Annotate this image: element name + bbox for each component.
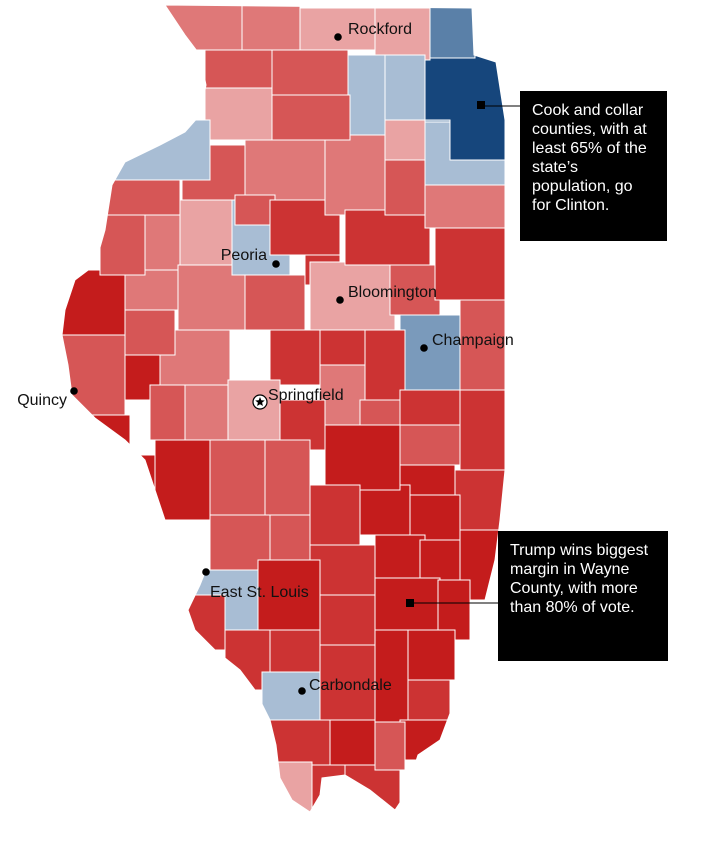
wayne-callout-connector [406,599,498,607]
star-icon [255,397,265,407]
county-40 [347,54,386,136]
city-champaign: Champaign [420,332,514,352]
county-38 [239,5,301,51]
county-5 [154,439,211,521]
city-quincy: Quincy [17,387,78,409]
county-61 [359,484,411,536]
county-67 [269,514,311,561]
county-31 [424,181,505,229]
county-84 [407,679,451,726]
county-91 [374,721,406,771]
dot-icon [298,687,306,695]
cook-callout-connector [477,101,520,109]
dot-icon [334,33,342,41]
county-28 [434,224,505,301]
dot-icon [272,260,280,268]
county-70 [419,539,461,581]
county-26 [384,159,431,216]
county-76 [319,594,376,646]
county-87 [329,719,376,766]
county-35 [429,5,476,59]
county-55 [399,389,461,426]
county-47 [109,119,211,181]
city-east-st-louis: East St. Louis [202,568,309,601]
county-86 [269,719,331,766]
county-41 [384,54,426,121]
county-62 [324,424,401,491]
wayne-county-callout: Trump wins biggest margin in Wayne Count… [498,531,668,661]
city-bloomington: Bloomington [336,284,437,304]
county-48 [269,329,326,386]
dot-icon [420,344,428,352]
city-label: Peoria [221,247,267,264]
city-label: Champaign [432,332,514,349]
city-rockford: Rockford [334,21,412,41]
county-choropleth [62,5,505,812]
county-6 [149,384,191,441]
county-79 [269,629,321,676]
city-label: Quincy [17,392,67,409]
county-4 [99,454,161,521]
county-64 [209,439,266,521]
county-19 [244,139,326,201]
county-65 [264,439,311,521]
county-10 [124,269,181,311]
county-73 [437,579,471,641]
dot-icon [70,387,78,395]
dot-icon [336,296,344,304]
county-12 [99,174,181,216]
cook-callout-text: Cook and collar counties, with at least … [532,102,647,214]
county-24 [324,134,391,216]
city-label: East St. Louis [210,584,309,601]
city-carbondale: Carbondale [298,677,392,695]
county-39 [164,5,243,51]
county-43 [269,49,349,96]
county-58 [454,469,505,531]
city-label: Rockford [348,21,412,38]
county-3 [62,414,131,456]
county-83 [407,629,456,681]
county-51 [364,329,406,401]
county-0 [62,269,131,336]
county-69 [374,534,426,581]
county-90 [269,761,313,812]
county-63 [304,484,361,551]
city-springfield: Springfield [252,387,344,410]
county-45 [204,49,273,91]
county-42 [384,119,426,161]
city-peoria: Peoria [221,247,280,268]
county-17 [244,274,306,331]
county-56 [399,424,461,466]
city-label: Bloomington [348,284,437,301]
county-20 [234,194,276,226]
county-77 [179,594,226,651]
county-89 [309,764,346,812]
county-85 [399,719,451,761]
wayne-callout-text: Trump wins biggest margin in Wayne Count… [510,542,649,616]
county-46 [204,87,273,141]
dot-icon [202,568,210,576]
county-7 [184,384,231,441]
cook-county-callout: Cook and collar counties, with at least … [520,91,667,241]
city-label: Carbondale [309,677,392,694]
county-13 [99,214,146,276]
county-25 [344,209,431,266]
city-label: Springfield [268,387,344,404]
county-44 [271,94,351,141]
county-57 [459,389,505,471]
city-markers: Rockford Peoria Bloomington Champaign Quincy… [17,21,514,695]
county-30 [399,314,461,393]
county-88 [344,764,401,812]
county-11 [139,209,181,271]
